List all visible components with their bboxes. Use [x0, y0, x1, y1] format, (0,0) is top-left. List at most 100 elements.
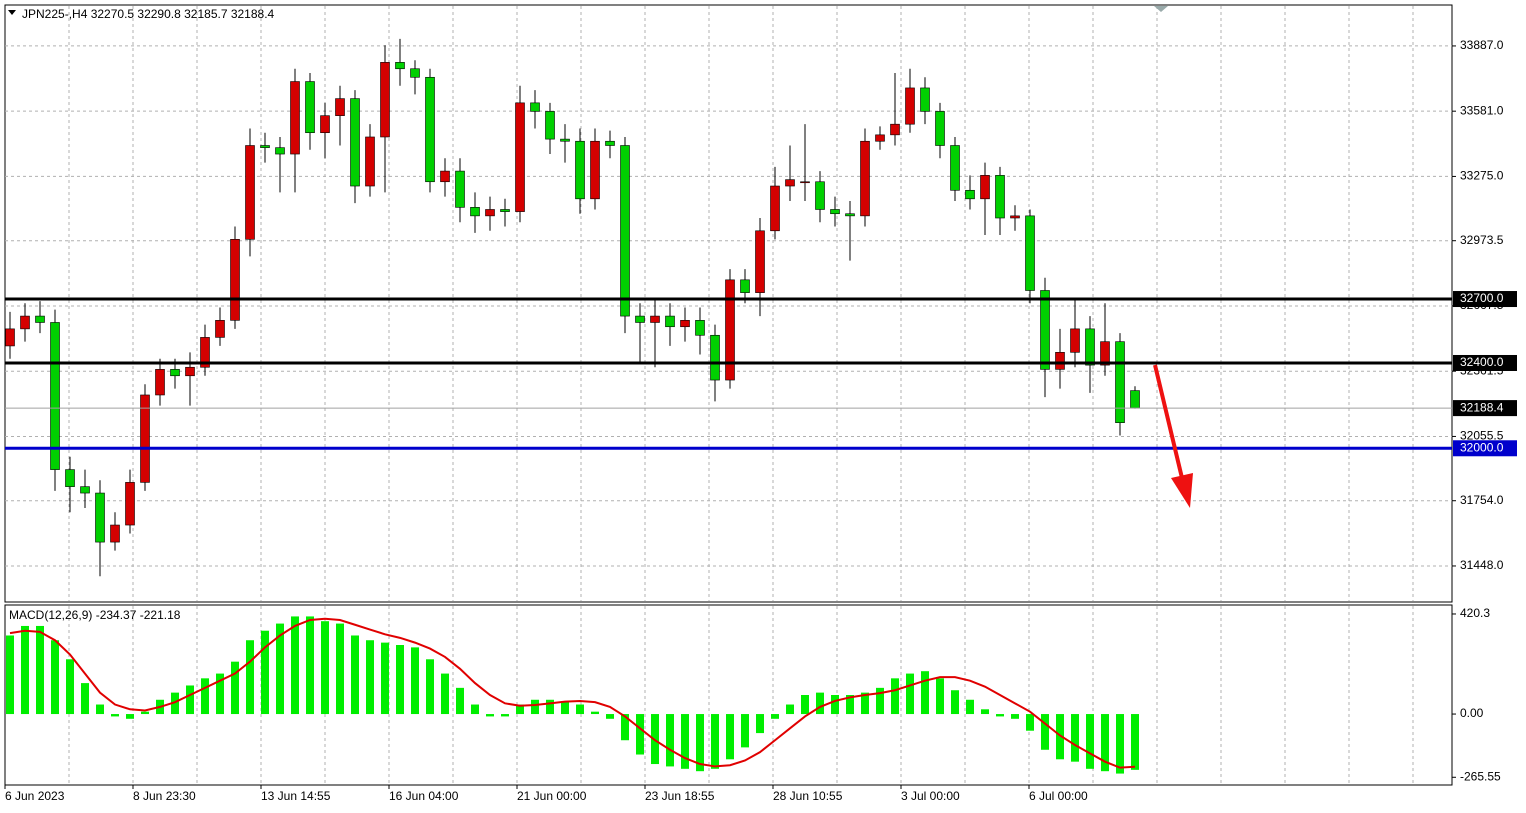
y-tick-label: 420.3 [1460, 606, 1490, 620]
candle-body [425, 76, 435, 183]
current-price-label: 32188.4 [1460, 400, 1504, 414]
macd-bar [216, 673, 224, 715]
candle-body [455, 170, 465, 208]
macd-bar [336, 623, 344, 715]
macd-bar [1026, 714, 1034, 731]
macd-bar [846, 695, 854, 715]
candle-body [245, 145, 255, 240]
candle-body [980, 175, 990, 200]
macd-bar [111, 714, 119, 717]
candle-body [1085, 328, 1095, 366]
candle-body [875, 134, 885, 142]
candle-body [290, 81, 300, 155]
macd-bar [441, 673, 449, 715]
x-tick-label: 13 Jun 14:55 [261, 789, 331, 803]
candle-body [125, 482, 135, 526]
macd-bar [801, 695, 809, 715]
candle-body [500, 209, 510, 212]
candle-body [20, 315, 30, 330]
macd-bar [66, 659, 74, 715]
y-tick-label: 33275.0 [1460, 169, 1504, 183]
macd-bar [1011, 714, 1019, 719]
candle-body [635, 315, 645, 323]
macd-bar [456, 687, 464, 715]
candle-body [710, 334, 720, 381]
macd-bar [396, 645, 404, 715]
macd-bar [771, 714, 779, 719]
macd-bar [906, 673, 914, 715]
macd-bar [81, 683, 89, 715]
y-tick-label: 32973.5 [1460, 233, 1504, 247]
macd-bar [831, 695, 839, 715]
macd-bar [876, 687, 884, 715]
x-tick-label: 8 Jun 23:30 [133, 789, 196, 803]
macd-bar [291, 616, 299, 715]
candle-body [680, 320, 690, 328]
macd-bar [1041, 714, 1049, 750]
macd-bar [516, 704, 524, 715]
macd-bar [471, 704, 479, 715]
macd-bar [246, 640, 254, 715]
candle-body [470, 207, 480, 217]
shift-marker [1154, 6, 1168, 12]
candle-body [200, 337, 210, 368]
chart-title: JPN225-,H4 32270.5 32290.8 32185.7 32188… [22, 7, 275, 21]
candle-body [725, 279, 735, 381]
macd-bar [666, 714, 674, 767]
macd-bar [261, 630, 269, 715]
candle-body [1055, 352, 1065, 370]
level-label: 32000.0 [1460, 440, 1504, 454]
macd-title: MACD(12,26,9) -234.37 -221.18 [9, 608, 181, 622]
candle-body [815, 181, 825, 210]
x-tick-label: 6 Jul 00:00 [1029, 789, 1088, 803]
macd-bar [786, 704, 794, 715]
macd-bar [366, 640, 374, 715]
candle-body [155, 369, 165, 396]
candle-body [1040, 290, 1050, 370]
y-tick-label: -265.55 [1460, 769, 1501, 783]
candle-body [1025, 215, 1035, 291]
candle-body [740, 279, 750, 293]
candle-body [410, 68, 420, 78]
candle-body [275, 147, 285, 155]
candle-body [590, 140, 600, 200]
candle-body [5, 328, 15, 347]
candle-body [50, 322, 60, 470]
candle-body [110, 524, 120, 543]
candle-body [770, 185, 780, 232]
candle-body [1100, 341, 1110, 366]
macd-bar [756, 714, 764, 734]
current-price-box [1453, 400, 1517, 417]
candle-body [230, 239, 240, 321]
macd-bar [21, 625, 29, 715]
y-tick-label: 32055.5 [1460, 429, 1504, 443]
candle-body [1070, 328, 1080, 353]
menu-arrow[interactable] [8, 10, 16, 15]
x-tick-label: 3 Jul 00:00 [901, 789, 960, 803]
x-tick-label: 6 Jun 2023 [5, 789, 65, 803]
macd-bar [531, 699, 539, 715]
candle-body [860, 140, 870, 217]
candle-body [695, 320, 705, 336]
candle-body [560, 138, 570, 142]
candle-body [515, 102, 525, 212]
macd-bar [1116, 714, 1124, 774]
level-box [1453, 291, 1517, 308]
macd-bar [381, 642, 389, 715]
candle-body [305, 81, 315, 134]
level-box [1453, 354, 1517, 371]
y-tick-label: 0.00 [1460, 706, 1484, 720]
macd-bar [1086, 714, 1094, 769]
candle-body [950, 145, 960, 191]
candle-body [785, 179, 795, 187]
macd-bar [636, 714, 644, 755]
candle-body [440, 170, 450, 183]
macd-bar [51, 640, 59, 715]
x-tick-label: 28 Jun 10:55 [773, 789, 843, 803]
macd-bar [696, 714, 704, 772]
macd-bar [1056, 714, 1064, 760]
candle-body [905, 87, 915, 125]
main-pane [4, 4, 1453, 603]
macd-bar [186, 685, 194, 715]
macd-bar [951, 690, 959, 715]
